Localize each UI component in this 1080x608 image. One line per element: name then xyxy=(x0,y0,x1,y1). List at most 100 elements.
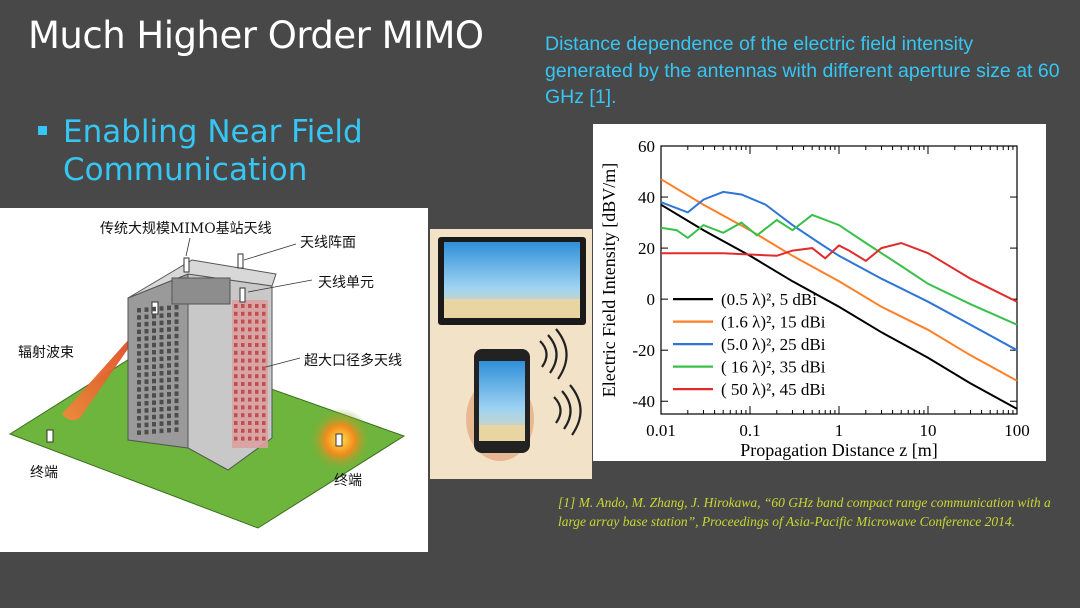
building-window xyxy=(137,344,141,349)
antenna-element xyxy=(255,350,259,355)
terminal-2-icon xyxy=(335,433,343,447)
building-window xyxy=(137,430,141,435)
x-tick-label: 10 xyxy=(920,421,937,440)
antenna-element xyxy=(241,421,245,425)
building-window xyxy=(137,365,141,371)
antenna-element xyxy=(234,421,238,425)
antenna-element xyxy=(241,335,245,340)
building-window xyxy=(159,399,164,405)
antenna-element xyxy=(255,436,259,441)
antenna-element xyxy=(262,335,266,340)
building-window xyxy=(137,372,141,378)
antenna-element xyxy=(248,358,252,363)
building-window xyxy=(137,394,141,399)
building-window xyxy=(167,327,171,332)
building-window xyxy=(159,414,164,419)
building-window xyxy=(137,380,141,385)
building-window xyxy=(167,392,171,397)
building-window xyxy=(152,350,156,355)
building-window xyxy=(152,407,156,413)
building-window xyxy=(174,355,179,360)
building-window xyxy=(174,333,179,339)
legend-label: (1.6 λ)², 15 dBi xyxy=(721,313,826,332)
antenna-element xyxy=(234,382,238,386)
antenna-element xyxy=(255,382,259,386)
building-window xyxy=(137,351,141,356)
reference-citation: [1] M. Ando, M. Zhang, J. Hirokawa, “60 … xyxy=(558,495,1051,529)
antenna-element xyxy=(248,389,252,394)
label-terminal-2: 终端 xyxy=(334,473,362,489)
series-line xyxy=(660,203,1018,410)
series-line xyxy=(660,213,1018,326)
building-window xyxy=(159,407,164,412)
building-window xyxy=(174,391,179,396)
antenna-element xyxy=(262,319,266,324)
antenna-element xyxy=(241,382,245,386)
antenna-element xyxy=(241,366,245,371)
building-window xyxy=(152,422,156,427)
building-window xyxy=(144,401,149,406)
slide-title: Much Higher Order MIMO xyxy=(28,14,484,57)
building-window xyxy=(152,364,156,369)
building-window xyxy=(144,357,149,363)
x-tick-label: 1 xyxy=(835,421,844,440)
antenna-element xyxy=(234,428,238,433)
building-window xyxy=(159,363,164,369)
building-window xyxy=(137,322,141,327)
label-large-aperture: 超大口径多天线 xyxy=(304,353,402,369)
antenna-element xyxy=(248,436,252,441)
antenna-element xyxy=(234,343,238,347)
antenna-element xyxy=(262,421,266,425)
building-window xyxy=(167,356,171,361)
antenna-element xyxy=(241,413,245,418)
antenna-element xyxy=(241,327,245,332)
building-window xyxy=(159,421,164,426)
building-window xyxy=(174,420,179,425)
antenna-element xyxy=(255,397,259,402)
legend-label: ( 50 λ)², 45 dBi xyxy=(721,380,826,399)
building-window xyxy=(159,392,164,398)
building-window xyxy=(144,350,149,356)
building-window xyxy=(144,329,149,334)
building-window xyxy=(167,420,171,426)
series-line xyxy=(661,241,1018,303)
tv-phone-illustration xyxy=(438,237,586,461)
building-window xyxy=(174,305,179,310)
legend-label: (0.5 λ)², 5 dBi xyxy=(721,290,817,309)
building-window xyxy=(174,326,179,332)
y-tick-label: 40 xyxy=(638,188,655,207)
antenna-element xyxy=(248,374,252,379)
building-window xyxy=(174,341,179,346)
antenna-element xyxy=(241,358,245,363)
building-window xyxy=(137,408,141,414)
building-window xyxy=(144,379,149,384)
building-window xyxy=(152,371,156,377)
building-window xyxy=(167,312,171,318)
label-base-station: 传统大规模MIMO基站天线 xyxy=(100,221,272,237)
antenna-element xyxy=(262,304,266,308)
building-window xyxy=(174,369,179,375)
antenna-element xyxy=(255,319,259,324)
x-axis-label: Propagation Distance z [m] xyxy=(740,440,937,460)
building-window xyxy=(167,406,171,411)
y-tick-label: -40 xyxy=(632,392,655,411)
antenna-element xyxy=(234,436,238,441)
building-window xyxy=(167,384,171,390)
signal-waves-icon xyxy=(539,328,582,436)
antenna-element xyxy=(234,405,238,410)
antenna-element xyxy=(248,335,252,340)
building-window xyxy=(144,321,149,327)
building-window xyxy=(144,386,149,392)
antenna-element xyxy=(262,343,266,347)
building-window xyxy=(137,423,141,428)
building-window xyxy=(174,405,179,411)
chart-caption: Distance dependence of the electric fiel… xyxy=(545,33,1060,108)
building-window xyxy=(174,398,179,404)
antenna-element xyxy=(248,311,252,316)
antenna-element xyxy=(255,327,259,332)
y-axis-label: Electric Field Intensity [dBV/m] xyxy=(599,163,619,397)
terminal-1-icon xyxy=(46,429,54,443)
building-window xyxy=(159,313,164,318)
antenna-element xyxy=(255,311,259,316)
building-window xyxy=(167,428,171,433)
